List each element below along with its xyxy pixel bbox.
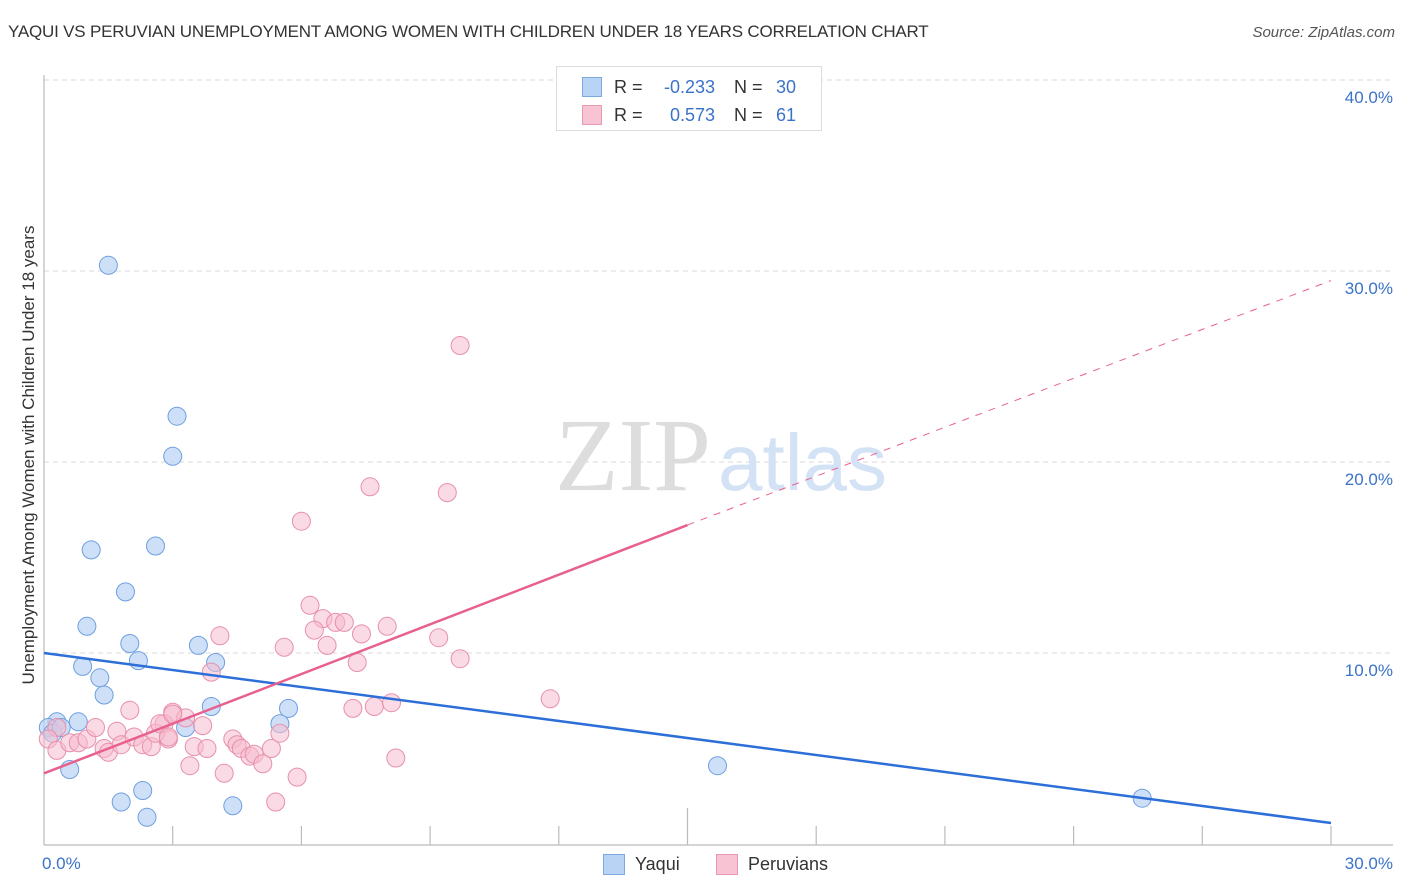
chart-title: YAQUI VS PERUVIAN UNEMPLOYMENT AMONG WOM… <box>8 22 929 41</box>
correlation-legend: R = -0.233 N = 30 R = 0.573 N = 61 <box>556 66 822 131</box>
y-axis-title: Unemployment Among Women with Children U… <box>19 225 38 685</box>
peruvians-point <box>382 693 401 713</box>
legend-row-peruvians: R = 0.573 N = 61 <box>557 103 821 127</box>
yaqui-point <box>90 668 110 688</box>
legend-item-yaqui: Yaqui <box>635 854 680 874</box>
watermark-atlas: atlas <box>718 418 887 507</box>
y-tick-label-30: 30.0% <box>1344 279 1393 298</box>
watermark: ZIP atlas <box>555 398 887 513</box>
peruvians-point <box>287 767 307 787</box>
n-value: 30 <box>775 77 796 97</box>
yaqui-point <box>146 536 165 556</box>
peruvians-point <box>360 477 380 497</box>
peruvians-point <box>377 616 397 636</box>
y-tick-label-20: 20.0% <box>1344 470 1393 489</box>
yaqui-trendline <box>43 651 1332 825</box>
peruvians-point <box>214 763 234 783</box>
peruvians-point <box>364 697 384 716</box>
peruvians-point <box>317 635 337 655</box>
yaqui-point <box>137 807 157 827</box>
r-value: -0.233 <box>663 77 715 97</box>
r-value: 0.573 <box>669 105 715 125</box>
peruvians-point <box>201 662 221 682</box>
yaqui-point <box>68 712 88 732</box>
peruvians-point <box>210 626 230 646</box>
yaqui-point <box>188 635 208 655</box>
peruvians-point <box>304 620 324 640</box>
peruvians-point <box>429 628 449 648</box>
n-label: N = <box>734 77 763 97</box>
peruvians-point <box>193 716 213 736</box>
axes <box>43 75 1393 846</box>
yaqui-point <box>708 756 727 776</box>
peruvians-point <box>343 698 363 718</box>
peruvians-trendline <box>43 523 688 775</box>
peruvians-point <box>291 511 311 531</box>
pink-square-icon <box>716 854 738 875</box>
peruvians-point <box>352 624 371 644</box>
yaqui-point <box>111 792 131 812</box>
peruvians-point <box>266 792 286 812</box>
peruvians-point <box>120 700 140 720</box>
peruvians-point <box>450 336 470 355</box>
yaqui-point <box>116 582 135 602</box>
watermark-zip: ZIP <box>555 398 711 513</box>
peruvians-point <box>197 739 217 758</box>
y-tick-label-10: 10.0% <box>1344 661 1393 680</box>
peruvians-point <box>386 748 406 768</box>
peruvians-point <box>270 723 290 743</box>
y-tick-label-40: 40.0% <box>1344 88 1393 107</box>
peruvians-point <box>261 739 281 758</box>
peruvians-point <box>540 689 560 709</box>
gridlines <box>44 79 1393 654</box>
source-credit: Source: ZipAtlas.com <box>1252 24 1395 41</box>
legend-item-peruvians: Peruvians <box>748 854 829 874</box>
pink-square-icon <box>582 105 602 125</box>
n-label: N = <box>734 105 763 125</box>
peruvians-point <box>253 754 273 774</box>
peruvians-point <box>180 756 200 776</box>
x-axis-min-label: 0.0% <box>42 854 81 873</box>
yaqui-point <box>223 796 243 816</box>
yaqui-point <box>94 685 114 705</box>
data-points <box>38 255 1152 827</box>
yaqui-point <box>279 698 298 718</box>
peruvians-point <box>437 483 457 503</box>
peruvians-trendline-extension <box>687 280 1332 526</box>
yaqui-point <box>133 781 153 800</box>
r-label: R = <box>614 105 643 125</box>
x-axis-max-label: 30.0% <box>1344 854 1393 873</box>
n-value: 61 <box>775 105 796 125</box>
trendlines <box>43 280 1332 825</box>
blue-square-icon <box>603 854 625 875</box>
yaqui-point <box>81 540 101 560</box>
peruvians-point <box>86 718 105 737</box>
peruvians-point <box>334 612 354 632</box>
r-label: R = <box>614 77 643 97</box>
yaqui-point <box>167 406 187 426</box>
blue-square-icon <box>582 77 602 97</box>
peruvians-point <box>450 649 470 669</box>
yaqui-point <box>98 255 118 275</box>
yaqui-point <box>163 446 183 466</box>
series-peruvians <box>38 336 560 812</box>
peruvians-point <box>158 727 178 747</box>
yaqui-point <box>77 616 97 636</box>
peruvians-point <box>300 595 320 615</box>
peruvians-point <box>274 637 294 657</box>
yaqui-point <box>120 634 140 653</box>
legend-row-yaqui: R = -0.233 N = 30 <box>557 75 821 99</box>
